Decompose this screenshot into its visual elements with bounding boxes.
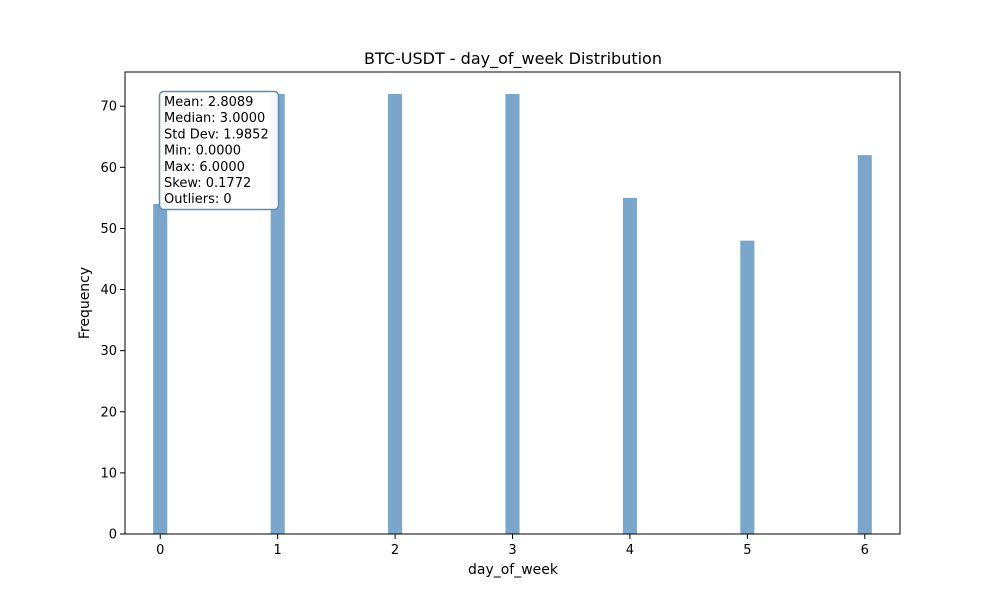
x-tick-label-0: 0 bbox=[156, 543, 164, 558]
bar-6 bbox=[857, 155, 872, 535]
stats-line: Outliers: 0 bbox=[164, 192, 232, 207]
x-tick-label-2: 2 bbox=[391, 543, 399, 558]
y-tick-label-40: 40 bbox=[100, 283, 117, 298]
y-axis: 0 10 20 30 40 50 60 70 bbox=[100, 100, 125, 543]
stats-line: Mean: 2.8089 bbox=[164, 95, 253, 110]
stats-line: Median: 3.0000 bbox=[164, 111, 265, 126]
bar-2 bbox=[388, 94, 403, 534]
x-tick-label-6: 6 bbox=[861, 543, 869, 558]
x-axis: 0 1 2 3 4 5 6 bbox=[156, 534, 869, 558]
bar-4 bbox=[622, 197, 637, 534]
stats-line: Skew: 0.1772 bbox=[164, 176, 251, 191]
x-tick-label-4: 4 bbox=[626, 543, 634, 558]
x-tick-label-5: 5 bbox=[743, 543, 751, 558]
x-tick-label-1: 1 bbox=[274, 543, 282, 558]
y-tick-label-30: 30 bbox=[100, 344, 117, 359]
bar-3 bbox=[505, 94, 520, 534]
y-tick-label-20: 20 bbox=[100, 405, 117, 420]
stats-box-frame bbox=[158, 90, 280, 211]
y-tick-label-60: 60 bbox=[100, 161, 117, 176]
y-tick-label-10: 10 bbox=[100, 466, 117, 481]
y-tick-label-0: 0 bbox=[109, 528, 117, 543]
y-tick-label-70: 70 bbox=[100, 100, 117, 115]
x-axis-label: day_of_week bbox=[468, 562, 559, 578]
stats-line: Max: 6.0000 bbox=[164, 160, 245, 175]
bar-5 bbox=[740, 240, 755, 535]
stats-line: Min: 0.0000 bbox=[164, 144, 241, 159]
x-tick-label-3: 3 bbox=[508, 543, 516, 558]
stats-line: Std Dev: 1.9852 bbox=[164, 127, 269, 142]
chart-title: BTC-USDT - day_of_week Distribution bbox=[364, 49, 662, 69]
bar-0 bbox=[153, 204, 168, 534]
y-axis-label: Frequency bbox=[77, 267, 93, 339]
y-tick-label-50: 50 bbox=[100, 222, 117, 237]
